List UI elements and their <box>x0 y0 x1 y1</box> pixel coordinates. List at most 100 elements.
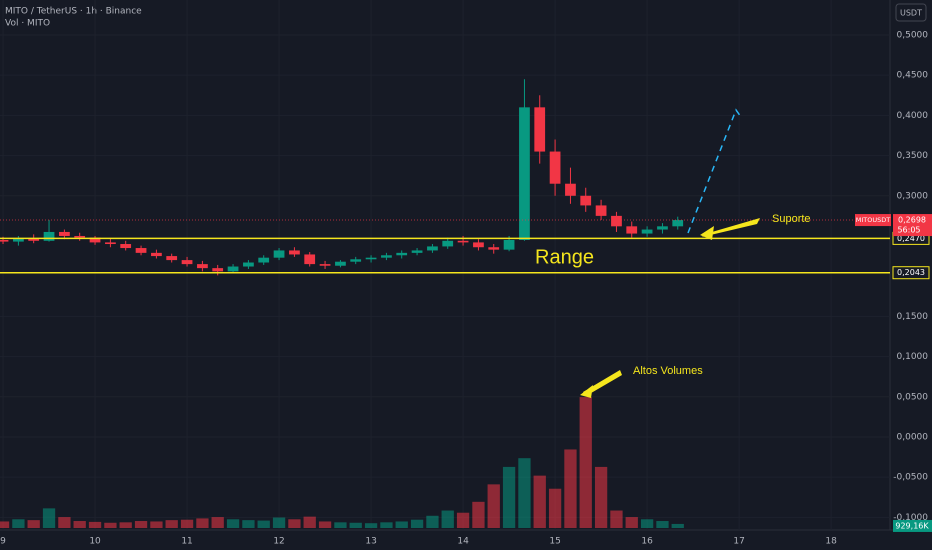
volume-bar <box>196 518 209 528</box>
y-tick-label: 0,0500 <box>897 392 929 402</box>
volume-bar <box>211 517 224 528</box>
candle-body <box>304 254 316 265</box>
candle-body <box>74 235 86 238</box>
candle-body <box>151 252 162 257</box>
candle-body <box>258 257 270 263</box>
candle-body <box>626 226 638 234</box>
candle-body <box>672 220 684 227</box>
x-tick-label: 17 <box>733 537 744 547</box>
volume-bar <box>12 519 25 528</box>
volume-bar <box>119 522 132 528</box>
volume-bar <box>426 515 439 528</box>
current-price-label: 0,2698 <box>898 216 926 225</box>
volumes-label: Altos Volumes <box>633 365 703 377</box>
x-tick-label: 16 <box>641 537 653 547</box>
candle-body <box>641 229 653 234</box>
volume-bar <box>548 488 562 528</box>
candle-body <box>43 231 55 241</box>
candle-body <box>565 183 576 196</box>
y-tick-label: 0,3000 <box>897 191 929 201</box>
level-label-box <box>892 266 930 280</box>
volume-bar <box>441 510 454 528</box>
y-tick-label: 0,0000 <box>897 432 929 442</box>
plot <box>0 79 890 528</box>
candle-body <box>289 250 300 255</box>
candle-body <box>335 261 346 266</box>
x-tick-label: 11 <box>181 537 192 547</box>
candle-body <box>411 250 423 253</box>
y-tick-label: 0,1000 <box>897 352 929 362</box>
candle-body <box>381 255 392 258</box>
volume-label-box <box>893 519 932 532</box>
volume-bar <box>257 520 270 528</box>
x-tick-label: 15 <box>549 537 560 547</box>
currency-button[interactable] <box>895 3 927 22</box>
volume-bar <box>0 521 10 528</box>
candle-body <box>473 242 484 248</box>
volume-bar <box>395 521 408 528</box>
volume-bar <box>58 517 71 528</box>
projection-line <box>687 108 742 234</box>
candle-body <box>488 247 500 250</box>
volume-bar <box>73 521 86 528</box>
volume-bar <box>502 466 516 528</box>
level-label: 0,2043 <box>897 268 925 277</box>
volume-bar <box>364 523 378 528</box>
volume-bar <box>242 520 255 528</box>
volume-bar <box>180 519 194 528</box>
y-tick-label: 0,4500 <box>897 71 929 81</box>
volume-bar <box>472 501 485 528</box>
suporte-label: Suporte <box>772 213 811 225</box>
y-tick-label: 0,1500 <box>897 312 929 322</box>
candle-body <box>503 239 515 250</box>
candle-body <box>549 151 561 184</box>
volume-bar <box>640 519 654 528</box>
symbol-box <box>855 214 891 227</box>
x-tick-label: 14 <box>457 537 469 547</box>
volume-bar <box>656 521 669 528</box>
candle-body <box>120 244 132 249</box>
volume-bar <box>533 475 546 528</box>
candle-body <box>595 205 607 216</box>
volume-bar <box>150 521 163 528</box>
volume-bar <box>579 397 592 528</box>
range-label: Range <box>535 246 594 268</box>
volume-bar <box>134 521 148 528</box>
volume-bar <box>487 484 500 528</box>
candle-body <box>135 248 147 253</box>
candle-body <box>365 257 377 260</box>
candle-body <box>13 238 24 242</box>
volume-bar <box>610 510 623 528</box>
y-tick-label: -0,1000 <box>893 513 928 523</box>
candle-body <box>534 107 546 152</box>
y-tick-label: 0,4000 <box>897 111 929 121</box>
currency[interactable]: USDT <box>900 9 922 18</box>
x-tick-label: 13 <box>365 537 376 547</box>
candle-body <box>350 259 362 262</box>
candle-body <box>442 240 454 247</box>
candle-body <box>89 237 101 243</box>
x-tick-label: 12 <box>273 537 284 547</box>
volume-bar <box>518 458 531 528</box>
chart-title: MITO / TetherUS · 1h · Binance <box>5 7 142 17</box>
volume-label: 929,16K <box>895 521 929 530</box>
candle-body <box>0 239 9 242</box>
volume-bar <box>564 449 577 528</box>
candle-body <box>28 238 40 241</box>
volume-bar <box>88 521 102 528</box>
candle-body <box>273 250 285 258</box>
candle-body <box>519 107 530 240</box>
candle-body <box>611 215 622 227</box>
candle-body <box>319 264 331 266</box>
volume-bar <box>104 522 117 528</box>
y-tick-label: -0,0500 <box>893 473 928 483</box>
candle-body <box>427 246 438 251</box>
candle-body <box>457 240 469 243</box>
volume-bar <box>349 522 362 528</box>
x-tick-label: 10 <box>89 537 101 547</box>
candle-body <box>197 264 208 269</box>
volume-bar <box>272 517 286 528</box>
volume-bar <box>456 512 470 528</box>
